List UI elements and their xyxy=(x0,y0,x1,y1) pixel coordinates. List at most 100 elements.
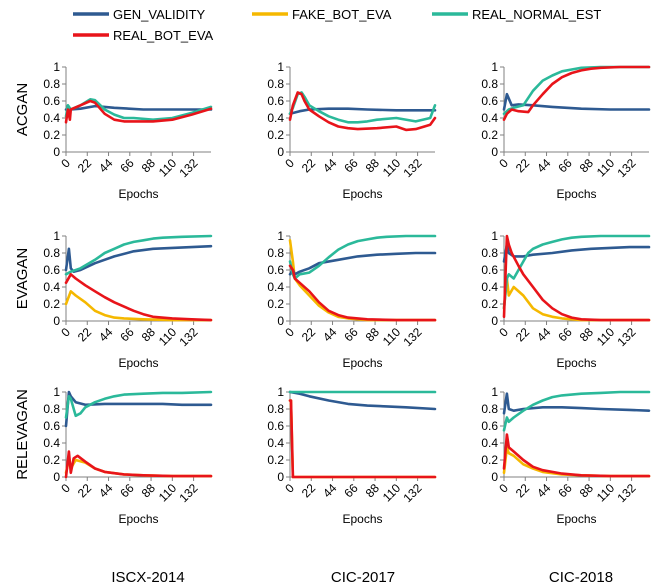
x-tick-label: 88 xyxy=(139,325,159,345)
series-line-real-bot-eva xyxy=(502,433,651,478)
x-tick-label: 110 xyxy=(594,481,618,505)
x-tick-label: 110 xyxy=(380,156,404,180)
x-tick-label: 22 xyxy=(299,156,319,176)
y-tick-label: 0.2 xyxy=(481,128,498,142)
x-tick-label: 132 xyxy=(176,156,200,180)
x-axis-label: Epochs xyxy=(556,512,596,526)
x-tick-label: 0 xyxy=(496,156,511,171)
x-tick-label: 22 xyxy=(75,156,95,176)
x-tick-label: 22 xyxy=(513,325,533,345)
x-tick-label: 110 xyxy=(594,325,618,349)
row-label-relevagan: RELEVAGAN xyxy=(14,389,31,480)
series-line-real-normal-est xyxy=(502,234,651,310)
x-tick-label: 44 xyxy=(96,481,116,501)
y-tick-label: 0 xyxy=(277,145,284,159)
x-tick-label: 132 xyxy=(400,156,424,180)
column-label-cic-2018: CIC-2018 xyxy=(549,569,613,586)
y-tick-label: 1 xyxy=(53,229,60,243)
legend-label-real-bot-eva: REAL_BOT_EVA xyxy=(113,28,214,43)
y-tick-label: 1 xyxy=(53,60,60,74)
series-line-fake-bot-eva xyxy=(64,290,213,322)
series-line-gen-validity xyxy=(64,390,213,428)
y-tick-label: 0.4 xyxy=(481,280,498,294)
y-tick-label: 0.6 xyxy=(267,263,284,277)
series-line-gen-validity xyxy=(288,107,437,116)
x-axis-label: Epochs xyxy=(342,512,382,526)
series-line-gen-validity xyxy=(288,390,437,411)
x-tick-label: 132 xyxy=(614,325,638,349)
y-tick-label: 0.6 xyxy=(43,419,60,433)
y-tick-label: 0.6 xyxy=(43,263,60,277)
x-tick-label: 44 xyxy=(534,481,554,501)
x-tick-label: 0 xyxy=(496,325,511,340)
x-tick-label: 44 xyxy=(534,156,554,176)
series-line-real-bot-eva xyxy=(502,65,651,121)
x-tick-label: 132 xyxy=(400,481,424,505)
x-tick-label: 0 xyxy=(58,481,73,496)
y-tick-label: 0.6 xyxy=(481,419,498,433)
x-tick-label: 66 xyxy=(117,156,137,176)
series-line-real-normal-est xyxy=(288,234,437,280)
x-tick-label: 88 xyxy=(139,156,159,176)
y-tick-label: 1 xyxy=(277,60,284,74)
series-line-fake-bot-eva xyxy=(502,277,651,322)
x-tick-label: 66 xyxy=(555,481,575,501)
series-line-real-normal-est xyxy=(64,390,213,419)
x-tick-label: 22 xyxy=(75,325,95,345)
series-line-real-bot-eva xyxy=(64,99,213,124)
y-tick-label: 0.2 xyxy=(481,453,498,467)
x-tick-label: 132 xyxy=(176,481,200,505)
y-tick-label: 0.4 xyxy=(481,436,498,450)
series-line-gen-validity xyxy=(64,244,213,273)
row-label-acgan: ACGAN xyxy=(14,83,31,136)
x-tick-label: 88 xyxy=(577,156,597,176)
x-axis-label: Epochs xyxy=(118,356,158,370)
series-line-fake-bot-eva xyxy=(288,399,437,479)
row-labels: ACGAN EVAGAN RELEVAGAN xyxy=(14,83,31,480)
y-tick-label: 0 xyxy=(53,470,60,484)
x-tick-label: 132 xyxy=(176,325,200,349)
x-tick-label: 110 xyxy=(156,325,180,349)
series-line-real-normal-est xyxy=(288,91,437,124)
y-tick-label: 0.6 xyxy=(43,94,60,108)
series-line-real-normal-est xyxy=(502,65,651,116)
y-tick-label: 0.6 xyxy=(481,263,498,277)
x-tick-label: 132 xyxy=(614,481,638,505)
x-tick-label: 110 xyxy=(380,481,404,505)
y-tick-label: 0.8 xyxy=(481,246,498,260)
x-axis-label: Epochs xyxy=(556,187,596,201)
series-line-real-bot-eva xyxy=(288,91,437,132)
x-tick-label: 88 xyxy=(577,481,597,501)
x-axis-label: Epochs xyxy=(342,356,382,370)
y-tick-label: 1 xyxy=(491,229,498,243)
y-tick-label: 0 xyxy=(491,470,498,484)
x-tick-label: 22 xyxy=(513,156,533,176)
legend-label-real-normal-est: REAL_NORMAL_EST xyxy=(472,7,601,22)
y-tick-label: 0.8 xyxy=(267,77,284,91)
y-tick-label: 1 xyxy=(491,385,498,399)
x-tick-label: 22 xyxy=(299,325,319,345)
y-tick-label: 0.8 xyxy=(43,402,60,416)
x-tick-label: 88 xyxy=(139,481,159,501)
series-line-real-bot-eva xyxy=(288,399,437,479)
y-tick-label: 0 xyxy=(53,314,60,328)
y-tick-label: 0.4 xyxy=(43,111,60,125)
column-label-iscx-2014: ISCX-2014 xyxy=(111,569,184,586)
x-tick-label: 110 xyxy=(594,156,618,180)
y-tick-label: 0.4 xyxy=(43,436,60,450)
x-tick-label: 0 xyxy=(496,481,511,496)
y-tick-label: 0.2 xyxy=(267,297,284,311)
x-tick-label: 66 xyxy=(341,325,361,345)
x-tick-label: 110 xyxy=(156,156,180,180)
x-tick-label: 132 xyxy=(614,156,638,180)
x-tick-label: 132 xyxy=(400,325,424,349)
series-line-real-normal-est xyxy=(64,234,213,276)
column-label-cic-2017: CIC-2017 xyxy=(331,569,395,586)
chart-panels: 00.20.40.60.810 22 44 66 88110132Epochs00.20… xyxy=(43,60,651,526)
x-tick-label: 22 xyxy=(299,481,319,501)
